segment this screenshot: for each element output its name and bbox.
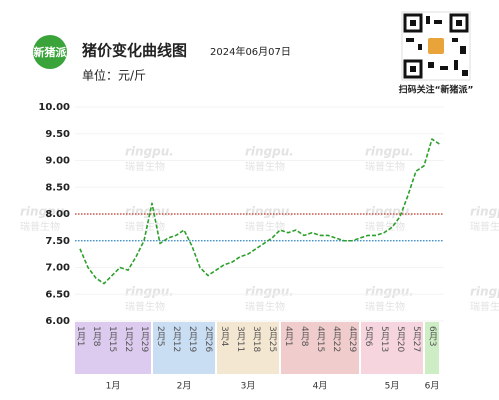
chart-title: 猪价变化曲线图 [81,42,187,60]
x-tick-label: 5月13 [379,326,390,352]
month-band [75,322,151,374]
y-tick-label: 9.50 [45,129,70,140]
x-tick-label: 4月29 [347,326,358,352]
month-label: 5月 [385,381,400,392]
x-tick-label: 3月4 [219,326,230,347]
watermark-name: 瑞普生物 [245,300,285,313]
watermark-name: 瑞普生物 [365,220,405,233]
x-tick-label: 5月27 [411,326,422,352]
x-tick-label: 4月15 [315,326,326,352]
logo-text: 新猪派 [34,45,68,59]
month-label: 1月 [106,381,121,392]
watermark-brand: ringpu. [365,205,414,219]
y-tick-label: 10.00 [38,102,70,113]
y-tick-label: 7.50 [45,236,70,247]
y-tick-label: 6.00 [45,316,70,327]
x-tick-label: 3月25 [267,326,278,352]
watermark-brand: ringpu. [245,145,294,159]
month-label: 4月 [313,381,328,392]
month-band [281,322,359,374]
watermark-brand: ringpu. [20,205,69,219]
watermark-brand: ringpu. [125,285,174,299]
watermark-brand: ringpu. [245,285,294,299]
month-band [361,322,423,374]
month-label: 6月 [425,381,440,392]
x-tick-label: 2月19 [187,326,198,352]
month-band [217,322,279,374]
month-band [153,322,215,374]
watermark-name: 瑞普生物 [365,300,405,313]
x-tick-label: 1月8 [91,326,102,347]
logo-badge [33,35,67,69]
unit-label: 单位：元/斤 [82,68,146,83]
y-tick-label: 8.50 [45,182,70,193]
x-tick-label: 4月22 [331,326,342,352]
x-tick-label: 1月15 [107,326,118,352]
x-tick-label: 1月22 [123,326,134,352]
month-label: 3月 [241,381,256,392]
x-tick-label: 3月18 [251,326,262,352]
watermark-brand: ringpu. [125,205,174,219]
y-tick-label: 7.00 [45,263,70,274]
x-tick-label: 3月11 [235,326,246,352]
x-tick-label: 5月20 [395,326,406,352]
month-label: 2月 [177,381,192,392]
watermark-name: 瑞普生物 [245,220,285,233]
y-tick-label: 8.00 [45,209,70,220]
x-tick-label: 2月5 [155,326,166,346]
watermark-brand: ringpu. [245,205,294,219]
watermark-brand: ringpu. [365,145,414,159]
qr-caption: 扫码关注“新猪派” [399,84,474,96]
watermark-name: 瑞普生物 [245,160,285,173]
price-line [79,138,441,285]
watermark-name: 瑞普生物 [365,160,405,173]
x-tick-label: 2月12 [171,326,182,352]
y-tick-label: 6.50 [45,289,70,300]
watermark-name: 瑞普生物 [125,160,165,173]
chart-subtitle: 2024年06月07日 [210,45,291,58]
watermark-brand: ringpu. [470,205,499,219]
month-band [425,322,439,374]
watermark-name: 瑞普生物 [125,300,165,313]
x-tick-label: 5月6 [363,326,374,347]
watermark-brand: ringpu. [470,285,499,299]
watermark-name: 瑞普生物 [125,220,165,233]
x-tick-label: 6月3 [427,326,438,346]
x-tick-label: 2月26 [203,326,214,352]
x-tick-label: 1月1 [75,326,86,346]
watermark-brand: ringpu. [365,285,414,299]
x-tick-label: 1月29 [139,326,150,352]
x-tick-label: 4月8 [299,326,310,347]
qr-code [401,11,471,81]
watermark-brand: ringpu. [125,145,174,159]
y-tick-label: 9.00 [45,156,70,167]
x-tick-label: 4月1 [283,326,294,346]
watermark-name: 瑞普生物 [470,220,499,233]
watermark-name: 瑞普生物 [470,300,499,313]
watermark-name: 瑞普生物 [20,220,60,233]
